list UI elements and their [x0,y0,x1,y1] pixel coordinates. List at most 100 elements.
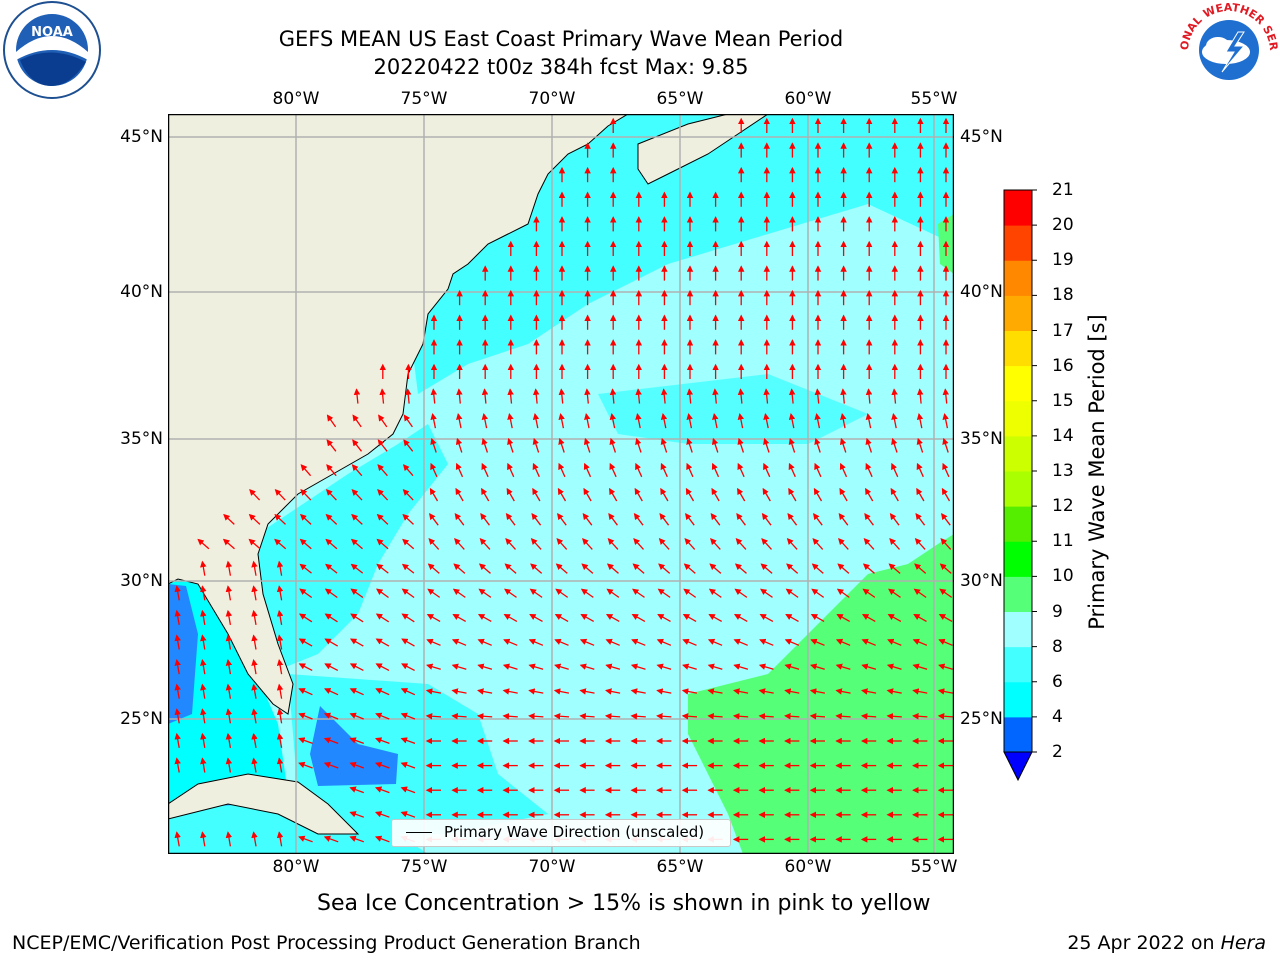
wave-arrow [379,388,386,404]
wave-arrow [759,638,774,646]
wave-arrow [554,663,569,670]
wave-arrow [709,563,722,574]
wave-arrow [351,513,363,525]
wave-arrow [683,563,696,574]
wave-arrow [681,688,698,695]
wave-arrow [451,713,467,720]
wave-arrow [809,688,826,695]
wave-arrow [579,638,595,646]
wave-arrow [558,413,565,429]
wave-arrow [737,388,745,404]
wave-arrow [375,663,390,671]
wave-arrow [401,588,415,599]
wave-arrow [609,437,617,453]
wave-arrow [377,439,388,452]
wave-arrow [579,663,595,670]
wave-arrow [838,538,849,550]
wave-arrow [401,613,415,623]
wave-arrow [630,663,646,670]
wave-arrow [174,659,181,675]
wave-arrow [200,560,207,576]
colorbar-segment [1004,541,1032,577]
wave-arrow [276,609,284,626]
colorbar-segment [1004,400,1032,437]
wave-arrow [225,708,233,724]
lon-tick-top: 60°W [784,89,832,109]
wave-arrow [686,388,694,404]
wave-arrow [737,413,745,429]
wave-arrow [891,413,898,429]
wave-arrow [404,388,412,404]
wave-arrow [814,388,822,404]
lon-tick-bottom: 60°W [784,857,832,877]
wave-arrow [400,786,416,794]
colorbar-tick-label: 8 [1052,636,1063,657]
chart-subtitle: 20220422 t00z 384h fcst Max: 9.85 [373,55,749,79]
wave-arrow [350,588,364,599]
wave-arrow [711,462,720,478]
wave-arrow [937,713,954,720]
wave-arrow [583,462,592,478]
lat-tick-right: 25°N [960,709,1003,729]
wave-arrow [758,713,774,720]
chart-title: GEFS MEAN US East Coast Primary Wave Mea… [278,27,844,51]
wave-arrow [298,761,313,769]
wave-arrow [630,713,646,720]
wave-arrow [554,613,569,622]
wave-arrow [786,538,798,550]
wave-arrow [403,439,414,452]
wave-arrow [400,688,416,696]
colorbar-segment [1004,225,1032,261]
colorbar-segment [1004,260,1032,296]
wave-arrow [656,638,672,646]
wave-arrow [605,688,621,695]
wave-arrow [349,688,364,696]
wave-arrow [606,588,620,598]
wave-arrow [225,732,233,749]
wave-arrow [558,462,566,478]
wave-arrow [174,634,181,650]
colorbar-tick-label: 11 [1052,531,1074,552]
wave-arrow [865,388,873,404]
wave-arrow [835,688,851,695]
wave-arrow [763,388,770,404]
wave-arrow [225,634,233,650]
wave-arrow [452,613,467,622]
wave-arrow [865,487,874,502]
wave-arrow [839,437,847,453]
wave-arrow [200,659,207,675]
colorbar-segment [1004,576,1032,612]
wave-arrow [325,513,338,525]
wave-arrow [225,757,233,773]
wave-arrow [912,663,928,670]
wave-arrow [374,786,390,794]
wave-arrow [735,538,747,550]
wave-arrow [763,437,770,453]
colorbar-tick-label: 10 [1052,566,1074,587]
wave-arrow [788,388,796,404]
wave-arrow [477,663,493,670]
wave-arrow [941,512,951,526]
wave-arrow [633,512,644,526]
wave-arrow [451,688,467,695]
wave-arrow [274,538,287,550]
wave-arrow [376,588,389,599]
wave-arrow [635,388,642,404]
colorbar [1003,189,1037,782]
wave-arrow [426,638,441,646]
wave-arrow [916,388,924,404]
wave-arrow [631,613,646,622]
wave-arrow [835,663,851,670]
wave-arrow [912,688,928,695]
colorbar-tick-label: 2 [1052,742,1063,762]
wave-arrow [430,462,438,478]
wave-arrow [276,560,284,576]
wave-arrow [502,713,518,720]
wave-arrow [251,732,258,749]
wave-arrow [579,688,595,695]
wave-arrow [276,732,284,749]
wave-arrow [528,688,544,695]
wave-arrow [374,761,390,769]
wave-arrow [529,613,543,622]
wave-arrow [758,688,774,695]
